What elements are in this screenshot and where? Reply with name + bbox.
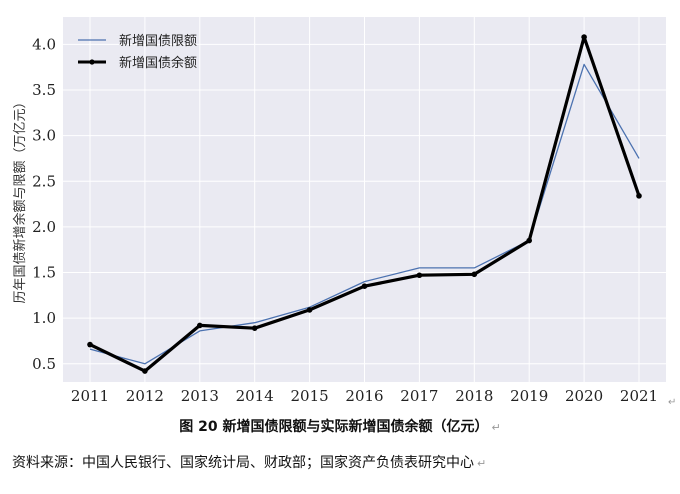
paragraph-mark: ↵ <box>491 421 501 434</box>
data-point-balance <box>197 322 203 329</box>
data-point-balance <box>526 237 532 244</box>
paragraph-mark: ↵ <box>668 397 677 408</box>
x-tick-label: 2012 <box>126 387 164 405</box>
y-tick-label: 2.0 <box>32 218 56 236</box>
x-tick-label: 2016 <box>345 387 383 405</box>
y-tick-label: 2.5 <box>32 172 56 190</box>
data-point-balance <box>361 283 368 289</box>
y-tick-labels: 0.5 1.0 1.5 2.0 2.5 3.0 3.5 4.0 <box>32 35 56 372</box>
caption-text: 图 20 新增国债限额与实际新增国债余额（亿元） <box>179 419 489 435</box>
data-point-balance <box>87 341 93 348</box>
x-tick-label: 2013 <box>181 387 219 405</box>
figure-caption: 图 20 新增国债限额与实际新增国债余额（亿元） ↵ <box>0 416 680 436</box>
source-text: 资料来源：中国人民银行、国家统计局、财政部；国家资产负债表研究中心 <box>12 455 474 471</box>
y-axis-label: 历年国债新增余额与限额（万亿元） <box>12 95 28 303</box>
legend-label-limit: 新增国债限额 <box>119 33 197 49</box>
data-point-balance <box>581 34 587 40</box>
data-point-balance <box>306 307 313 313</box>
x-tick-label: 2014 <box>236 387 274 405</box>
x-tick-labels: 2011 2012 2013 2014 2015 2016 2017 2018 2019 2020… <box>71 387 658 405</box>
gridlines <box>63 17 666 382</box>
data-point-balance <box>142 368 148 374</box>
x-tick-label: 2011 <box>71 387 109 405</box>
x-tick-label: 2020 <box>565 387 603 405</box>
y-tick-label: 4.0 <box>32 35 56 53</box>
data-point-balance <box>251 325 258 331</box>
y-tick-label: 1.0 <box>32 309 56 327</box>
x-tick-label: 2017 <box>400 387 438 405</box>
legend: 新增国债限额 新增国债余额 <box>78 33 197 71</box>
series-layer <box>87 34 642 374</box>
x-tick-label: 2021 <box>620 387 658 405</box>
y-tick-label: 3.5 <box>32 81 56 99</box>
legend-marker-balance <box>89 59 95 65</box>
data-point-balance <box>416 272 423 279</box>
legend-label-balance: 新增国债余额 <box>119 55 197 71</box>
y-tick-label: 1.5 <box>32 264 56 282</box>
data-point-balance <box>471 271 478 278</box>
data-point-balance <box>636 193 642 199</box>
chart: 0.51.01.52.02.53.03.54.0 2011 2012 2013 201… <box>12 17 666 405</box>
x-tick-label: 2018 <box>455 387 493 405</box>
x-tick-label: 2019 <box>510 387 548 405</box>
x-tick-label: 2015 <box>291 387 329 405</box>
y-tick-label: 0.5 <box>32 355 56 373</box>
paragraph-mark: ↵ <box>477 457 487 470</box>
y-tick-label: 3.0 <box>32 127 56 145</box>
source-note: 资料来源：中国人民银行、国家统计局、财政部；国家资产负债表研究中心 ↵ <box>12 452 486 472</box>
